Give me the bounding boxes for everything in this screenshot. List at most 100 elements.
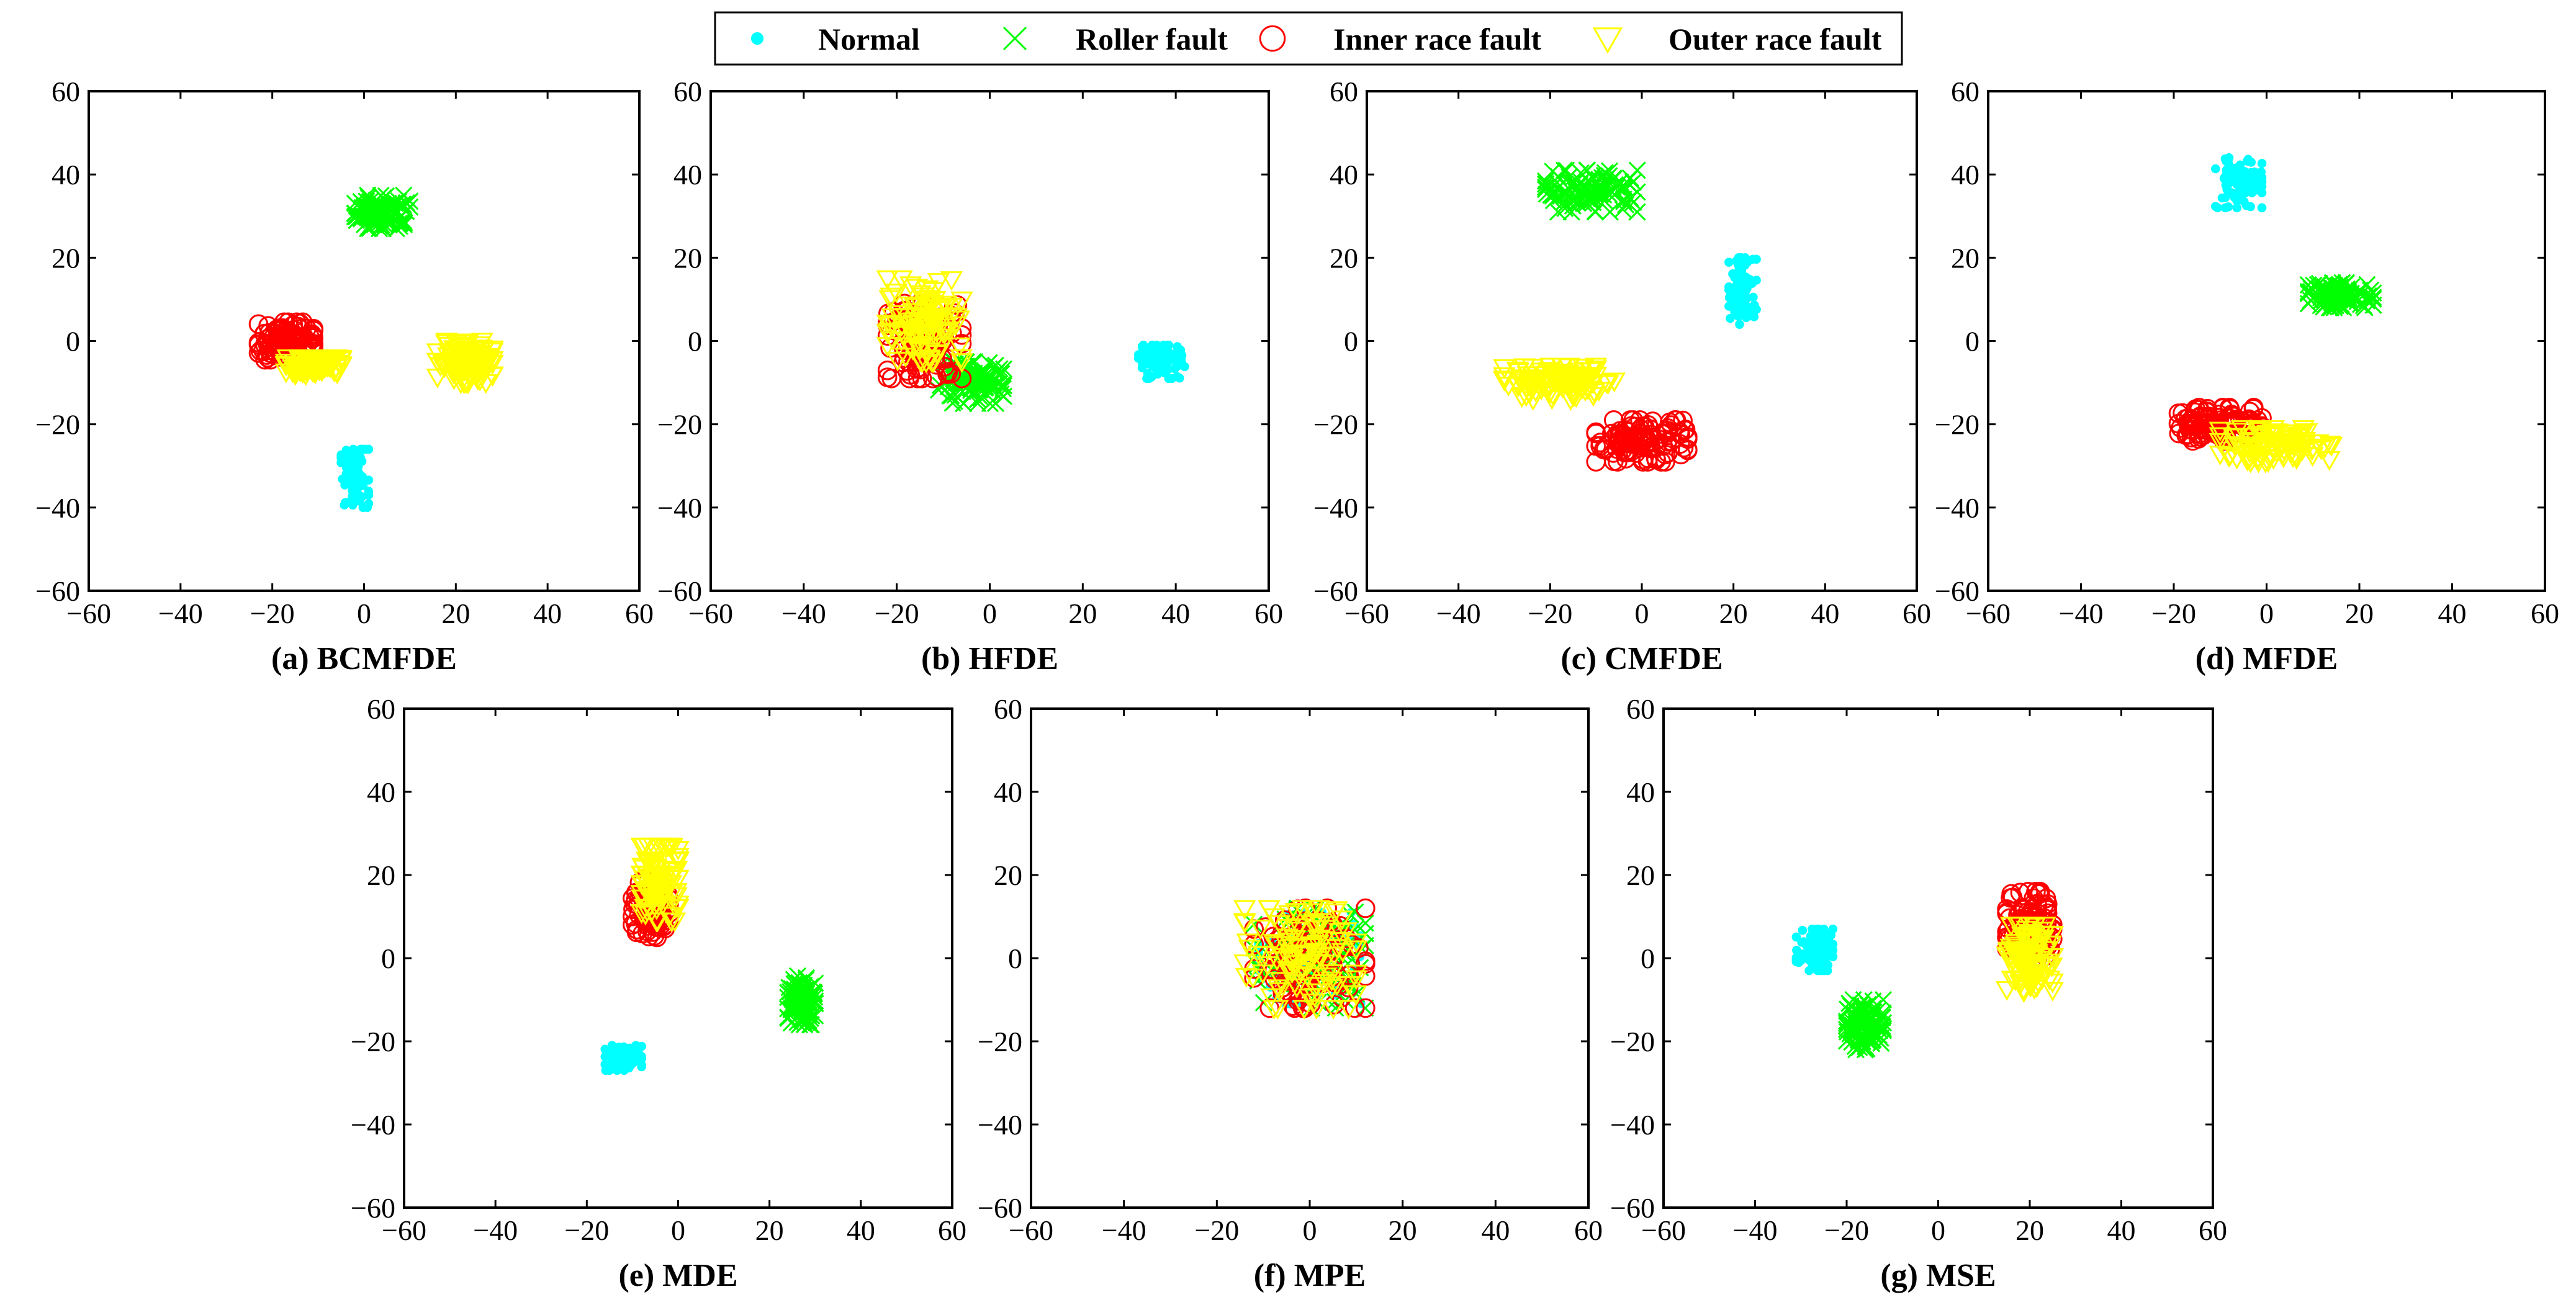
data-point: [1156, 357, 1166, 366]
data-point: [348, 212, 366, 230]
x-tick-label: 0: [2259, 598, 2274, 629]
data-point: [981, 395, 999, 413]
data-point: [953, 375, 971, 393]
data-point: [2168, 403, 2189, 423]
data-point: [663, 912, 687, 933]
data-point: [2239, 197, 2249, 206]
data-point: [630, 837, 653, 858]
data-point: [914, 353, 938, 374]
data-point: [1356, 898, 1376, 918]
x-tick-label: −60: [1641, 1214, 1686, 1246]
data-point: [364, 499, 374, 508]
data-point: [637, 1060, 646, 1070]
data-point: [1578, 161, 1596, 179]
data-point: [304, 328, 323, 348]
data-point: [348, 444, 358, 454]
circle-icon: [1259, 25, 1286, 52]
legend-label: Roller fault: [1076, 22, 1228, 56]
x-tick-label: −20: [1824, 1214, 1869, 1246]
subplot-caption: (c) CMFDE: [1560, 641, 1723, 676]
y-tick-label: −20: [1610, 1026, 1655, 1057]
data-point: [1325, 976, 1349, 997]
data-point: [1344, 940, 1368, 961]
subplot-caption: (a) BCMFDE: [271, 641, 457, 676]
data-point: [361, 444, 370, 454]
data-point: [992, 385, 1010, 403]
x-icon: [1002, 26, 1027, 51]
data-point: [1531, 372, 1554, 392]
x-tick-label: 60: [1903, 598, 1931, 629]
data-point: [976, 379, 994, 397]
data-point: [1356, 998, 1376, 1018]
y-tick-label: 40: [994, 776, 1022, 808]
dot-icon: [750, 32, 764, 45]
data-point: [2257, 159, 2267, 168]
data-point: [1259, 998, 1280, 1018]
data-point: [350, 477, 360, 487]
data-point: [1356, 999, 1374, 1017]
data-point: [876, 337, 899, 357]
y-tick-label: −20: [1313, 409, 1358, 441]
data-point: [1583, 187, 1601, 205]
x-tick-label: 0: [1931, 1214, 1945, 1246]
data-point: [659, 875, 683, 895]
data-point: [667, 899, 690, 919]
data-point: [1493, 359, 1516, 379]
legend-label: Outer race fault: [1669, 22, 1882, 56]
data-point: [1675, 420, 1696, 439]
data-point: [349, 206, 367, 224]
data-point: [2019, 954, 2042, 975]
data-point: [1303, 943, 1326, 964]
data-point: [1828, 952, 1838, 961]
data-point: [1608, 178, 1626, 196]
data-point: [1678, 429, 1698, 449]
data-point: [619, 1060, 629, 1070]
data-point: [481, 340, 504, 361]
x-tick-label: −40: [473, 1214, 518, 1246]
data-point: [346, 468, 356, 478]
x-tick-label: 0: [357, 598, 371, 629]
legend-box: [714, 11, 1903, 66]
x-tick-label: −40: [2059, 598, 2104, 629]
data-point: [1567, 367, 1590, 387]
data-point: [319, 352, 342, 373]
scatter-points: [1791, 882, 2065, 1059]
data-point: [2019, 904, 2040, 924]
data-point: [2257, 182, 2267, 191]
y-tick-label: 0: [1008, 943, 1022, 974]
y-tick-label: −60: [657, 575, 702, 607]
data-point: [433, 359, 456, 379]
data-point: [1726, 286, 1736, 295]
data-point: [795, 976, 813, 994]
x-tick-label: −40: [781, 598, 826, 629]
x-tick-label: 60: [625, 598, 654, 629]
y-tick-label: 40: [367, 776, 395, 808]
y-tick-label: 60: [994, 693, 1022, 725]
x-tick-label: −60: [66, 598, 111, 629]
data-point: [1646, 449, 1667, 470]
data-point: [299, 357, 322, 377]
data-point: [901, 326, 924, 347]
y-tick-label: −40: [1610, 1109, 1655, 1141]
y-tick-label: −20: [35, 409, 80, 441]
data-point: [637, 1052, 646, 1061]
data-point: [1601, 203, 1619, 221]
data-point: [1259, 988, 1283, 1008]
data-point: [2262, 420, 2285, 440]
subplot-7: −60 −40 −20 0 20 40 60 −60 −40 −20 0 20 40 60 (g) MSE: [1610, 693, 2227, 1293]
data-point: [646, 912, 669, 933]
data-point: [904, 306, 928, 326]
data-point: [922, 325, 945, 346]
data-point: [1564, 197, 1582, 215]
scatter-points: [600, 837, 824, 1075]
y-tick-label: −40: [35, 492, 80, 524]
data-point: [1853, 1005, 1871, 1023]
data-point: [1247, 945, 1270, 966]
data-point: [1256, 956, 1279, 976]
data-point: [292, 312, 313, 333]
plot-frame: [403, 707, 953, 1209]
data-point: [1244, 935, 1264, 954]
y-tick-label: −60: [351, 1192, 395, 1224]
data-point: [2301, 447, 2324, 467]
data-point: [1236, 933, 1259, 954]
